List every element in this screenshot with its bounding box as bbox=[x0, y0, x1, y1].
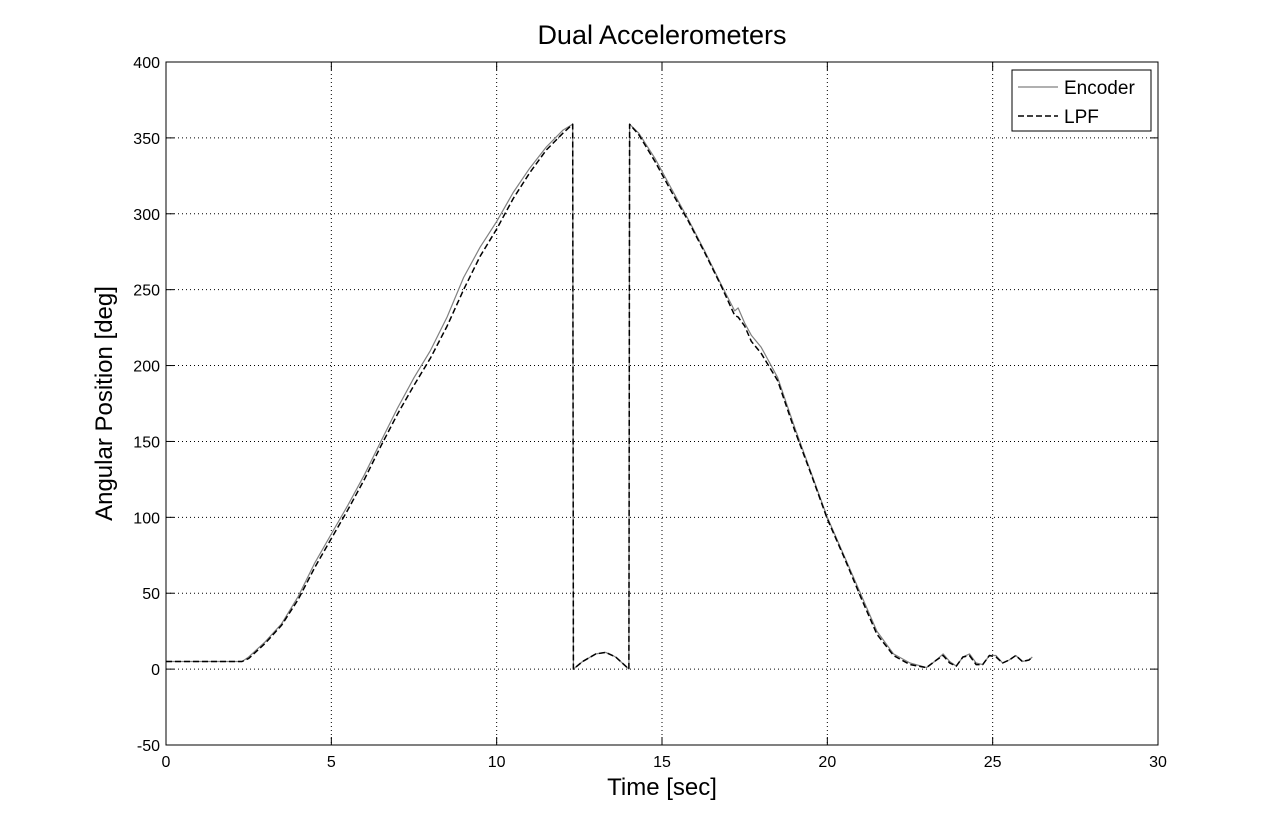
x-tick-label: 0 bbox=[162, 754, 171, 771]
grid bbox=[166, 62, 1158, 745]
y-tick-label: 300 bbox=[133, 207, 160, 224]
y-tick-label: 350 bbox=[133, 131, 160, 148]
y-tick-label: 50 bbox=[142, 586, 160, 603]
legend: Encoder LPF bbox=[1011, 69, 1152, 132]
x-tick-label: 5 bbox=[327, 754, 336, 771]
y-tick-label: 0 bbox=[151, 662, 160, 679]
y-tick-label: 400 bbox=[133, 55, 160, 72]
y-tick-label: 200 bbox=[133, 359, 160, 376]
y-tick-label: -50 bbox=[137, 738, 160, 755]
chart-title: Dual Accelerometers bbox=[537, 20, 786, 50]
x-tick-label: 25 bbox=[984, 754, 1002, 771]
series-line-lpf bbox=[166, 123, 1033, 670]
x-tick-label: 10 bbox=[488, 754, 506, 771]
x-tick-label: 20 bbox=[818, 754, 836, 771]
legend-label-lpf: LPF bbox=[1064, 107, 1099, 128]
x-tick-label: 30 bbox=[1149, 754, 1167, 771]
y-tick-label: 150 bbox=[133, 434, 160, 451]
y-axis-title: Angular Position [deg] bbox=[91, 286, 118, 521]
x-tick-label: 15 bbox=[653, 754, 671, 771]
legend-box bbox=[1011, 69, 1152, 132]
x-axis-title: Time [sec] bbox=[607, 774, 717, 801]
y-tick-label: 100 bbox=[133, 510, 160, 527]
series-group bbox=[166, 123, 1033, 670]
y-tick-label: 250 bbox=[133, 283, 160, 300]
legend-label-encoder: Encoder bbox=[1064, 78, 1135, 99]
